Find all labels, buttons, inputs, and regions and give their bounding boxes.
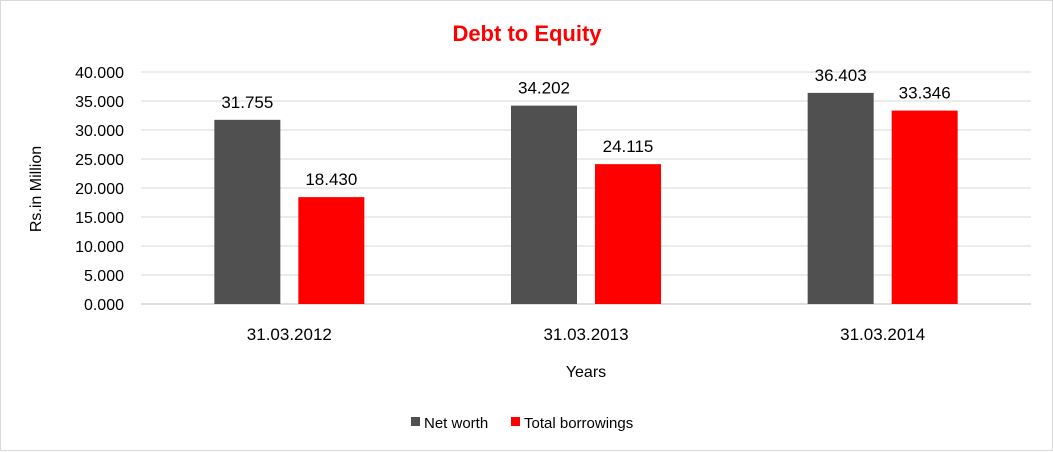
y-tick-label: 40.000 (75, 65, 124, 82)
data-label: 33.346 (899, 84, 951, 103)
data-label: 31.755 (221, 93, 273, 112)
y-tick-label: 0.000 (84, 297, 124, 314)
x-axis-label: Years (566, 364, 606, 381)
bar-net-worth (214, 119, 281, 304)
bar-total-borrowings (595, 164, 661, 304)
y-tick-label: 5.000 (84, 268, 124, 285)
chart-title: Debt to Equity (452, 21, 602, 46)
data-label: 18.430 (305, 170, 357, 189)
legend-label: Total borrowings (524, 415, 633, 432)
bar-total-borrowings (298, 197, 365, 304)
x-tick-label: 31.03.2013 (543, 325, 628, 344)
y-tick-label: 35.000 (75, 94, 124, 111)
x-axis-ticks: 31.03.2012 31.03.2013 31.03.2014 (247, 325, 925, 344)
y-tick-label: 20.000 (75, 181, 124, 198)
data-labels: 31.755 18.430 34.202 24.115 36.403 33.346 (221, 66, 950, 189)
data-label: 34.202 (518, 79, 570, 98)
legend-label: Net worth (424, 415, 488, 432)
y-tick-label: 25.000 (75, 152, 124, 169)
legend: Net worth Total borrowings (411, 415, 633, 432)
bar-total-borrowings (891, 110, 958, 304)
x-tick-label: 31.03.2012 (247, 325, 332, 344)
data-label: 24.115 (603, 137, 654, 156)
x-tick-label: 31.03.2014 (840, 325, 925, 344)
y-tick-label: 30.000 (75, 123, 124, 140)
legend-swatch-total-borrowings (511, 417, 520, 426)
data-label: 36.403 (815, 66, 867, 85)
y-axis-ticks: 0.000 5.000 10.000 15.000 20.000 25.000 30.000… (75, 65, 124, 314)
y-tick-label: 10.000 (75, 239, 124, 256)
bar-net-worth (511, 105, 577, 304)
legend-swatch-net-worth (411, 417, 420, 426)
bar-net-worth (807, 92, 874, 304)
bars (214, 92, 958, 304)
y-tick-label: 15.000 (75, 210, 124, 227)
gridlines (141, 71, 1031, 305)
y-axis-label: Rs.in Million (28, 146, 45, 232)
